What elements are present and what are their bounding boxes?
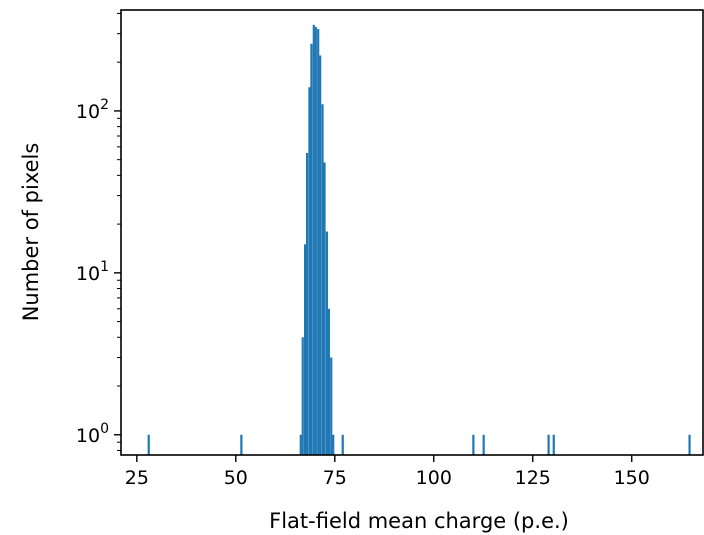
histogram-bar [304,244,307,455]
histogram-bar [330,357,333,455]
histogram-bar [688,434,691,455]
y-axis-title: Number of pixels [19,143,43,322]
histogram-bar [310,43,313,455]
y-axis-ticks: 100 101 102 [76,12,121,451]
x-tick-label: 150 [614,467,650,489]
y-tick-label: 101 [76,259,109,285]
plot-frame [120,9,704,456]
x-axis-ticks: 25 50 75 100 125 150 [125,455,650,489]
histogram-bar [147,434,150,455]
x-tick-label: 75 [323,467,347,489]
y-tick-label: 102 [76,97,109,123]
plot-background [121,10,703,455]
histogram-bar [321,104,324,455]
histogram-bar [312,24,315,456]
histogram-bar [314,26,317,456]
histogram-bar [299,434,302,455]
histogram-bar [547,434,550,455]
y-tick-label: 100 [76,421,109,447]
histogram-bar [327,308,330,455]
histogram-bar [325,231,328,455]
histogram-bar [552,434,555,455]
histogram-bar [305,152,309,455]
x-tick-label: 50 [224,467,248,489]
histogram-bar [317,29,320,456]
histogram-bar [482,434,485,455]
x-axis-title: Flat-field mean charge (p.e.) [269,509,569,533]
histogram-bar [308,87,311,455]
histogram-bar [341,434,344,455]
histogram-bar [472,434,475,455]
x-tick-label: 100 [416,467,452,489]
histogram-bar [323,162,326,455]
histogram-bar [319,55,322,455]
histogram-bar [332,434,335,455]
histogram-bar [301,337,304,455]
x-tick-label: 25 [125,467,149,489]
histogram-bar [240,434,243,455]
histogram-bars [147,24,691,456]
x-tick-label: 125 [515,467,551,489]
